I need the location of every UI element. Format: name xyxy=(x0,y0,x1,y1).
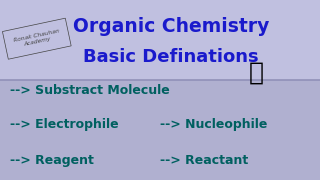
Bar xyxy=(0,0,320,80)
Text: --> Nucleophile: --> Nucleophile xyxy=(160,118,268,131)
Text: Ronak Chauhan
Academy: Ronak Chauhan Academy xyxy=(13,29,61,49)
Text: Organic Chemistry: Organic Chemistry xyxy=(73,17,269,36)
Text: --> Electrophile: --> Electrophile xyxy=(10,118,118,131)
Text: --> Substract Molecule: --> Substract Molecule xyxy=(10,84,169,96)
Text: 👍: 👍 xyxy=(249,61,263,85)
Text: --> Reagent: --> Reagent xyxy=(10,154,93,167)
Bar xyxy=(0,80,320,180)
Text: Basic Definations: Basic Definations xyxy=(84,48,259,66)
Text: --> Reactant: --> Reactant xyxy=(160,154,248,167)
